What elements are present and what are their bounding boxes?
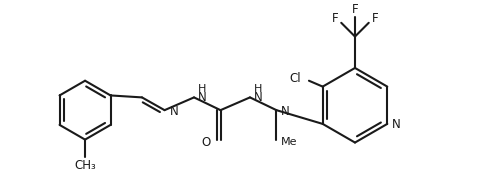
Text: N: N bbox=[280, 105, 289, 118]
Text: H: H bbox=[198, 84, 206, 94]
Text: Cl: Cl bbox=[290, 72, 301, 85]
Text: N: N bbox=[198, 91, 207, 104]
Text: H: H bbox=[254, 84, 262, 94]
Text: Me: Me bbox=[280, 137, 297, 147]
Text: O: O bbox=[201, 136, 211, 149]
Text: F: F bbox=[372, 12, 378, 25]
Text: N: N bbox=[392, 118, 401, 131]
Text: F: F bbox=[332, 12, 338, 25]
Text: N: N bbox=[170, 105, 178, 118]
Text: N: N bbox=[254, 91, 263, 104]
Text: CH₃: CH₃ bbox=[74, 159, 96, 172]
Text: F: F bbox=[352, 3, 358, 16]
